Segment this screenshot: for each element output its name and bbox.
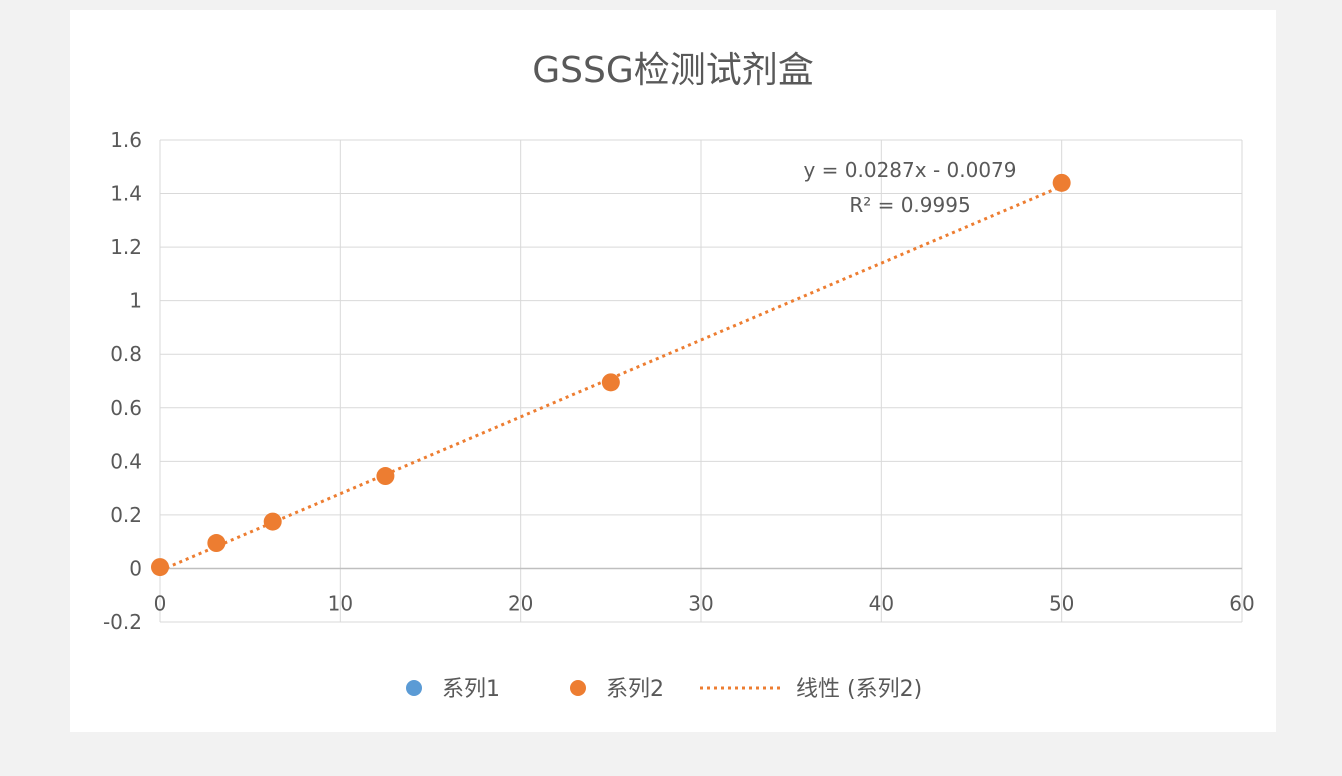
x-tick-label: 20 xyxy=(508,591,533,615)
y-tick-label: 1.2 xyxy=(110,235,142,259)
trendline-equation-label: y = 0.0287x - 0.0079 xyxy=(803,158,1016,182)
chart-title: GSSG检测试剂盒 xyxy=(532,50,814,91)
data-point-series2 xyxy=(207,534,226,553)
legend: 系列1 系列2 线性 (系列2) xyxy=(406,677,922,702)
y-tick-label: 0.8 xyxy=(110,342,142,366)
y-tick-label: -0.2 xyxy=(103,610,142,634)
y-tick-label: 0.4 xyxy=(110,449,142,473)
legend-marker xyxy=(570,680,586,696)
x-tick-label: 10 xyxy=(328,591,353,615)
legend-label: 系列1 xyxy=(442,677,500,702)
data-point-series2 xyxy=(1052,173,1071,192)
x-tick-label: 50 xyxy=(1049,591,1074,615)
data-point-series2 xyxy=(263,512,282,531)
y-tick-label: 1.4 xyxy=(110,182,142,206)
scatter-chart: GSSG检测试剂盒 -0.2 0 0.2 0.4 0.6 0.8 1 1.2 1.4 1.6 0 10… xyxy=(103,50,1255,702)
data-point-series2 xyxy=(601,373,620,392)
data-point-series2 xyxy=(376,467,395,486)
y-tick-label: 1.6 xyxy=(110,128,142,152)
x-tick-label: 60 xyxy=(1229,591,1254,615)
legend-label: 系列2 xyxy=(606,677,664,702)
data-points xyxy=(151,173,1071,577)
legend-marker xyxy=(406,680,422,696)
tick-labels: -0.2 0 0.2 0.4 0.6 0.8 1 1.2 1.4 1.6 0 10 20 30 40 50 60 xyxy=(103,128,1255,634)
x-tick-label: 30 xyxy=(688,591,713,615)
trendline-r2-label: R² = 0.9995 xyxy=(849,193,970,217)
x-tick-label: 0 xyxy=(154,591,167,615)
y-tick-label: 0.2 xyxy=(110,503,142,527)
y-tick-label: 0 xyxy=(129,556,142,580)
gridlines xyxy=(159,139,1243,623)
y-tick-label: 1 xyxy=(129,289,142,313)
y-tick-label: 0.6 xyxy=(110,396,142,420)
data-point-series2 xyxy=(151,558,169,577)
chart-area: GSSG检测试剂盒 -0.2 0 0.2 0.4 0.6 0.8 1 1.2 1.4 1.6 0 10… xyxy=(70,10,1276,732)
x-tick-label: 40 xyxy=(869,591,894,615)
legend-label: 线性 (系列2) xyxy=(796,677,922,702)
